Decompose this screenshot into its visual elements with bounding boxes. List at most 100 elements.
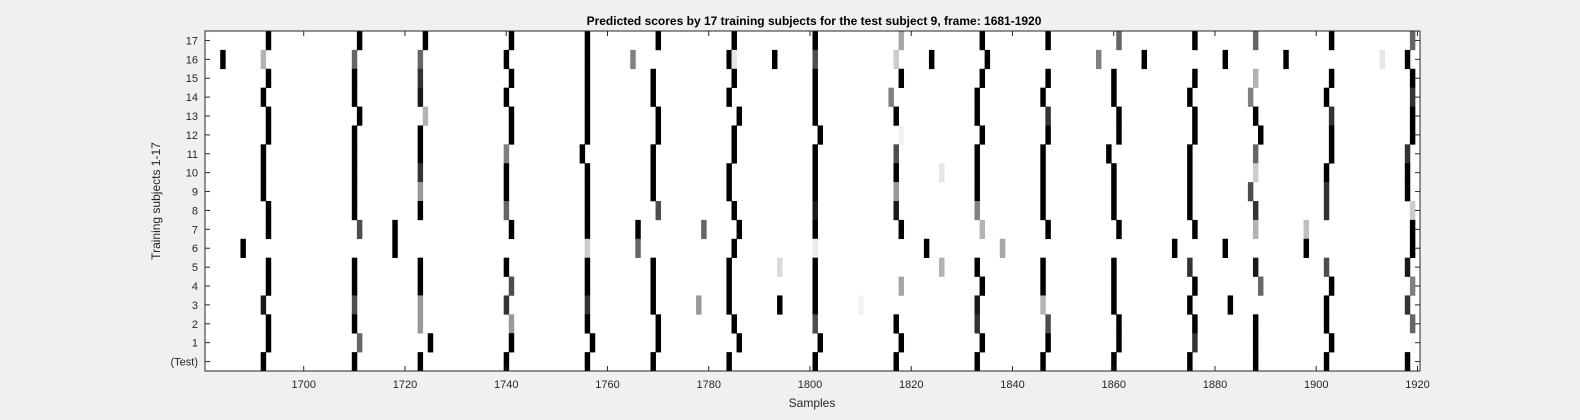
heatmap-cell bbox=[265, 314, 272, 334]
heatmap-cell bbox=[898, 219, 905, 240]
heatmap-cell bbox=[1258, 276, 1264, 296]
x-tick-label: 1860 bbox=[1101, 379, 1125, 391]
heatmap-cell bbox=[974, 352, 980, 372]
heatmap-cell bbox=[726, 163, 732, 183]
heatmap-cell bbox=[1409, 276, 1416, 296]
heatmap-cell bbox=[1303, 219, 1310, 240]
heatmap-cell bbox=[1409, 125, 1416, 145]
y-tick-label: 16 bbox=[186, 54, 198, 66]
heatmap-cell bbox=[508, 314, 515, 334]
heatmap-cell bbox=[1040, 295, 1046, 315]
heatmap-cell bbox=[1323, 163, 1330, 183]
heatmap-cell bbox=[974, 144, 980, 164]
y-axis-label: Training subjects 1-17 bbox=[149, 142, 163, 260]
heatmap-cell bbox=[1252, 163, 1259, 183]
heatmap-cell bbox=[351, 201, 358, 221]
heatmap-cell bbox=[1404, 49, 1411, 70]
heatmap-cell bbox=[1328, 276, 1335, 296]
heatmap-cell bbox=[1187, 201, 1193, 221]
heatmap-cell bbox=[1171, 238, 1178, 258]
heatmap-cell bbox=[265, 106, 272, 126]
heatmap-cell bbox=[1111, 276, 1117, 296]
heatmap-cell bbox=[392, 219, 398, 240]
heatmap-cell bbox=[974, 87, 980, 107]
heatmap-cell bbox=[736, 106, 743, 126]
heatmap-cell bbox=[650, 276, 656, 296]
heatmap-cell bbox=[731, 68, 737, 88]
heatmap-cell bbox=[898, 31, 905, 51]
heatmap-cell bbox=[584, 163, 591, 183]
heatmap-cell bbox=[265, 201, 272, 221]
y-axis: 17 16 15 14 13 12 11 10 9 8 7 6 5 4 3 2 1 (Test) bbox=[171, 35, 1420, 369]
heatmap-cell bbox=[1111, 68, 1117, 88]
heatmap-cell bbox=[1187, 87, 1193, 107]
heatmap-cell bbox=[1323, 352, 1330, 372]
heatmap-cell bbox=[731, 125, 737, 145]
heatmap-cell bbox=[1040, 87, 1046, 107]
heatmap-cell bbox=[417, 144, 424, 164]
heatmap-cell bbox=[584, 219, 591, 240]
heatmap-cell bbox=[1111, 257, 1117, 277]
heatmap-cell bbox=[579, 144, 586, 164]
heatmap-cell bbox=[1187, 182, 1193, 202]
heatmap-cell bbox=[979, 219, 986, 240]
heatmap-cell bbox=[772, 49, 778, 70]
heatmap-cell bbox=[1323, 314, 1330, 334]
heatmap-cell bbox=[1252, 144, 1259, 164]
heatmap-cell bbox=[812, 201, 818, 221]
heatmap-cell bbox=[584, 314, 591, 334]
heatmap-cell bbox=[655, 314, 662, 334]
heatmap-cell bbox=[1111, 201, 1117, 221]
heatmap-cells bbox=[220, 31, 1416, 372]
heatmap-cell bbox=[1247, 87, 1254, 107]
heatmap-cell bbox=[1116, 333, 1122, 353]
heatmap-cell bbox=[858, 295, 864, 315]
heatmap-cell bbox=[974, 201, 980, 221]
heatmap-cell bbox=[260, 49, 267, 70]
heatmap-cell bbox=[1111, 163, 1117, 183]
heatmap-cell bbox=[1187, 295, 1193, 315]
heatmap-cell bbox=[650, 144, 656, 164]
heatmap-cell bbox=[736, 219, 743, 240]
heatmap-cell bbox=[1252, 314, 1259, 334]
heatmap-cell bbox=[726, 295, 732, 315]
heatmap-cell bbox=[939, 163, 945, 183]
heatmap-cell bbox=[1116, 125, 1122, 145]
heatmap-cell bbox=[265, 257, 272, 277]
heatmap-cell bbox=[1404, 182, 1411, 202]
heatmap-cell bbox=[1409, 219, 1416, 240]
heatmap-cell bbox=[974, 182, 980, 202]
heatmap-cell bbox=[1252, 352, 1259, 372]
heatmap-cell bbox=[650, 182, 656, 202]
heatmap-cell bbox=[1409, 87, 1416, 107]
x-tick-label: 1800 bbox=[798, 379, 822, 391]
heatmap-cell bbox=[1045, 314, 1051, 334]
heatmap-cell bbox=[1283, 49, 1289, 70]
heatmap-cell bbox=[1045, 68, 1051, 88]
heatmap-cell bbox=[508, 276, 515, 296]
heatmap-cell bbox=[417, 163, 424, 183]
y-tick-label: 3 bbox=[192, 300, 198, 312]
heatmap-cell bbox=[974, 314, 980, 334]
heatmap-cell bbox=[777, 295, 783, 315]
x-tick-label: 1740 bbox=[494, 379, 518, 391]
heatmap-cell bbox=[893, 163, 899, 183]
x-tick-label: 1780 bbox=[696, 379, 720, 391]
heatmap-cell bbox=[1303, 238, 1310, 258]
x-axis-label: Samples bbox=[789, 396, 836, 410]
heatmap-cell bbox=[584, 87, 591, 107]
heatmap-cell bbox=[696, 295, 702, 315]
y-tick-label: 10 bbox=[186, 168, 198, 180]
heatmap-cell bbox=[351, 257, 358, 277]
heatmap-cell bbox=[974, 257, 980, 277]
heatmap-cell bbox=[812, 163, 818, 183]
y-tick-label: 2 bbox=[192, 319, 198, 331]
heatmap-cell bbox=[1252, 219, 1259, 240]
heatmap-cell bbox=[1111, 352, 1117, 372]
heatmap-cell bbox=[503, 144, 510, 164]
y-tick-label: (Test) bbox=[171, 357, 199, 369]
heatmap-cell bbox=[1409, 68, 1416, 88]
heatmap-cell bbox=[1323, 295, 1330, 315]
y-tick-label: 5 bbox=[192, 262, 198, 274]
heatmap-cell bbox=[351, 125, 358, 145]
